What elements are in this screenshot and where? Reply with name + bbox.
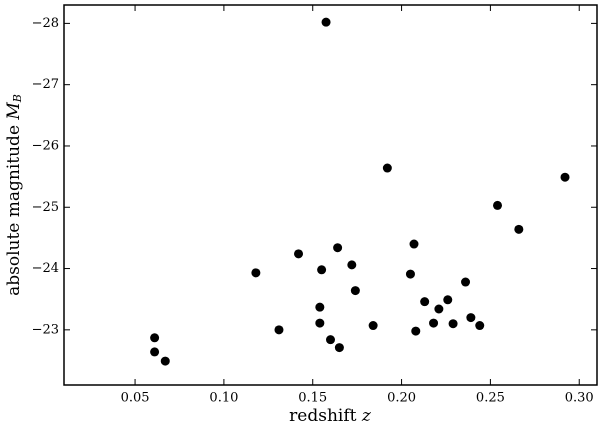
data-point — [475, 321, 485, 331]
x-tick-label: 0.05 — [121, 391, 150, 406]
data-point — [382, 163, 392, 173]
data-point — [448, 319, 458, 329]
data-point — [409, 239, 419, 249]
data-point — [150, 333, 160, 343]
y-axis-label: absolute magnitude MB — [4, 94, 25, 296]
data-point — [466, 313, 476, 323]
data-point — [333, 243, 343, 253]
x-axis-label: redshift z — [289, 406, 372, 426]
data-point — [429, 318, 439, 328]
data-point — [493, 200, 503, 210]
data-point — [461, 277, 471, 287]
x-tick-label: 0.15 — [298, 391, 327, 406]
x-tick-label: 0.10 — [209, 391, 238, 406]
data-point — [274, 325, 284, 335]
y-tick-label: −24 — [32, 261, 59, 276]
y-label-symbol: M — [4, 102, 24, 121]
y-label-text: absolute magnitude — [4, 125, 24, 296]
data-point — [315, 302, 325, 312]
data-point — [368, 321, 378, 331]
data-point — [514, 224, 524, 234]
data-point — [334, 343, 344, 353]
y-tick-label: −28 — [32, 16, 59, 31]
data-point — [411, 326, 421, 336]
y-label-subscript: B — [11, 94, 24, 103]
data-point — [350, 286, 360, 296]
data-point — [160, 356, 170, 366]
data-point — [347, 260, 357, 270]
y-tick-label: −25 — [32, 200, 59, 215]
y-tick-label: −23 — [32, 322, 59, 337]
plot-frame — [63, 4, 598, 386]
data-point — [251, 268, 261, 278]
data-point — [326, 335, 335, 345]
data-point — [443, 295, 453, 305]
data-point — [150, 347, 160, 357]
data-point — [420, 297, 430, 307]
data-point — [317, 265, 327, 275]
data-point — [294, 249, 304, 259]
x-tick-label: 0.20 — [387, 391, 416, 406]
y-tick-label: −27 — [32, 77, 59, 92]
y-tick-label: −26 — [32, 138, 59, 153]
x-tick-label: 0.30 — [565, 391, 594, 406]
x-label-text: redshift — [289, 406, 356, 426]
data-point — [434, 304, 444, 314]
data-point — [405, 269, 415, 279]
data-point — [560, 172, 570, 182]
data-point — [315, 318, 325, 328]
x-label-symbol: z — [361, 406, 372, 426]
x-tick-label: 0.25 — [476, 391, 505, 406]
data-point — [321, 17, 331, 27]
